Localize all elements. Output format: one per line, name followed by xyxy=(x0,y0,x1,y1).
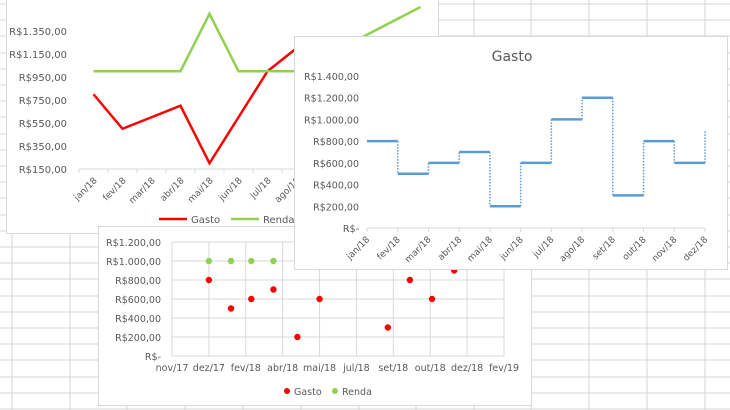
x-axis-label: abr/18 xyxy=(159,176,187,204)
y-axis-label: R$1.000,00 xyxy=(304,115,359,126)
x-axis-label: mar/18 xyxy=(404,235,434,265)
x-axis-label: nov/17 xyxy=(156,363,189,374)
x-axis-label: fev/18 xyxy=(376,235,403,262)
x-axis-label: jun/18 xyxy=(217,176,245,204)
line-chart-plot: R$1.350,00 R$1.150,00 R$950,00 R$750,00 R$55… xyxy=(9,5,440,226)
y-axis-label: R$- xyxy=(343,224,359,235)
x-axis-label: abr/18 xyxy=(436,235,464,263)
legend-label: Gasto xyxy=(191,215,220,226)
y-axis-label: R$1.350,00 xyxy=(9,27,67,38)
x-axis-label: jan/18 xyxy=(72,176,100,204)
x-axis-label: jan/18 xyxy=(344,235,372,263)
gasto-data-point xyxy=(205,276,213,284)
scatter-chart-plot: R$1.200,00 R$1.000,00 R$800,00 R$600,00 R$40… xyxy=(106,238,519,398)
y-axis-label: R$200,00 xyxy=(115,333,161,344)
y-axis-label: R$400,00 xyxy=(313,181,359,192)
x-axis-label: set/18 xyxy=(591,235,618,262)
x-axis-label: dez/18 xyxy=(682,235,711,264)
gasto-data-point xyxy=(384,324,391,331)
gasto-data-point xyxy=(316,295,323,303)
x-axis-label: dez/17 xyxy=(193,363,225,374)
renda-data-point xyxy=(270,257,277,265)
step-chart-plot: Gasto R$1.400,00 R$1.200,00 R$1.000,00 R$800… xyxy=(304,49,711,265)
x-axis-label: fev/19 xyxy=(489,363,519,374)
x-axis-label: mar/18 xyxy=(128,176,158,206)
renda-data-point xyxy=(248,257,255,265)
gasto-series-line xyxy=(92,47,298,166)
x-axis-label: out/18 xyxy=(415,363,446,374)
gasto-data-point xyxy=(428,295,436,303)
y-axis-label: R$600,00 xyxy=(313,159,359,170)
gasto-data-point xyxy=(270,286,277,293)
x-axis-label: nov/18 xyxy=(650,235,679,264)
y-axis-label: R$1.150,00 xyxy=(9,50,67,61)
y-axis-label: R$750,00 xyxy=(19,96,67,107)
legend-label: Gasto xyxy=(294,387,322,398)
gasto-legend-marker xyxy=(284,388,290,394)
y-axis-label: R$1.200,00 xyxy=(304,94,359,105)
x-axis-label: fev/18 xyxy=(231,363,261,374)
y-axis-label: R$800,00 xyxy=(313,137,359,148)
y-axis-label: R$350,00 xyxy=(19,142,67,153)
y-axis-label: R$950,00 xyxy=(19,73,67,84)
renda-series-line xyxy=(93,5,422,73)
y-axis-label: R$400,00 xyxy=(115,314,161,325)
legend-label: Renda xyxy=(263,215,294,226)
y-axis-label: R$150,00 xyxy=(19,165,67,176)
y-axis-label: R$550,00 xyxy=(19,119,67,130)
renda-legend-marker xyxy=(332,388,338,394)
x-axis-label: out/18 xyxy=(621,235,649,263)
y-axis-label: R$1.000,00 xyxy=(106,257,161,268)
gasto-data-point xyxy=(406,276,414,284)
renda-data-point xyxy=(227,257,235,265)
y-axis-label: R$600,00 xyxy=(115,295,161,306)
y-axis-label: R$200,00 xyxy=(313,202,359,213)
x-axis-label: jul/18 xyxy=(248,176,274,202)
y-axis-label: R$800,00 xyxy=(115,276,161,287)
x-axis-label: mai/18 xyxy=(303,363,336,374)
x-axis-label: jul/18 xyxy=(342,363,370,374)
x-axis-label: mai/18 xyxy=(186,176,215,205)
gasto-data-point xyxy=(248,295,255,303)
chart-title: Gasto xyxy=(492,49,533,65)
x-axis-label: jun/18 xyxy=(498,235,526,263)
gasto-data-point xyxy=(227,305,235,312)
y-axis-label: R$1.200,00 xyxy=(106,238,161,249)
x-axis-label: ago/18 xyxy=(558,235,587,264)
x-axis-label: fev/18 xyxy=(101,176,128,203)
renda-data-point xyxy=(205,257,213,265)
x-axis-label: mai/18 xyxy=(466,235,495,264)
x-axis-label: abr/18 xyxy=(267,363,298,374)
y-axis-label: R$1.400,00 xyxy=(304,72,359,83)
legend-label: Renda xyxy=(342,387,372,398)
step-chart[interactable]: Gasto R$1.400,00 R$1.200,00 R$1.000,00 R$800… xyxy=(294,36,728,270)
x-axis-label: set/18 xyxy=(378,363,408,374)
x-axis-label: dez/18 xyxy=(451,363,483,374)
gasto-data-point xyxy=(294,333,301,341)
y-axis-label: R$- xyxy=(145,352,161,363)
x-axis-label: jul/18 xyxy=(531,235,557,261)
